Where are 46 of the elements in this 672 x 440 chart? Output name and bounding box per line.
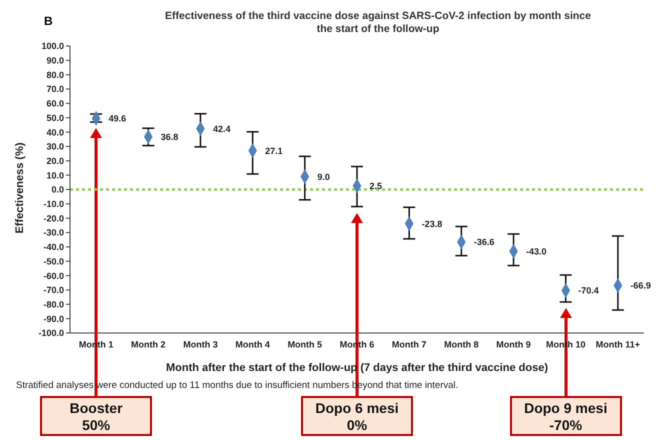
x-tick-label: Month 9 [496, 339, 531, 350]
data-label: 36.8 [160, 132, 178, 142]
y-tick-label: 0.0 [51, 184, 64, 195]
y-tick-label: -40.0 [43, 242, 64, 252]
y-tick-label: 40.0 [46, 127, 64, 138]
y-tick-label: 60.0 [46, 98, 64, 109]
y-tick-label: -20.0 [43, 213, 64, 224]
y-tick-label: 80.0 [46, 70, 64, 80]
text: B [44, 14, 53, 28]
y-tick-label: -90.0 [43, 314, 64, 324]
x-tick-label: Month 7 [392, 339, 426, 350]
data-label: 2.5 [370, 181, 382, 192]
x-tick-label: Month 5 [288, 339, 322, 350]
y-tick-label: 100.0 [41, 41, 64, 52]
data-label: -70.4 [578, 286, 599, 296]
data-label: -43.0 [526, 246, 547, 256]
data-label: -66.9 [630, 280, 651, 291]
y-tick-label: -50.0 [43, 256, 64, 266]
x-tick-label: Month 11+ [596, 339, 640, 350]
x-tick-label: Month 3 [183, 339, 218, 350]
x-tick-label: Month 4 [235, 339, 270, 350]
y-tick-label: -70.0 [43, 285, 64, 296]
y-tick-label: -30.0 [43, 228, 64, 238]
y-tick-label: 70.0 [46, 84, 64, 94]
data-label: 27.1 [265, 146, 283, 156]
y-tick-label: 30.0 [46, 142, 64, 152]
text: Dopo 6 mesi 0% [301, 396, 413, 436]
data-label: -36.6 [474, 237, 494, 248]
y-tick-label: -60.0 [43, 270, 64, 281]
x-tick-label: Month 2 [131, 339, 166, 350]
data-label: 9.0 [317, 172, 330, 182]
text: Dopo 9 mesi -70% [510, 396, 622, 436]
data-label: 49.6 [108, 114, 126, 124]
chart-title: Effectiveness of the third vaccine dose against SARS-CoV-2 infection by month since the start of the follow-up [164, 10, 592, 36]
y-tick-label: 90.0 [46, 56, 64, 66]
data-label: -23.8 [422, 218, 442, 229]
y-tick-label: 10.0 [46, 170, 64, 180]
x-tick-label: Month 8 [444, 339, 479, 350]
text: Booster 50% [40, 396, 152, 436]
data-label: 42.4 [212, 124, 230, 134]
y-axis-title: Effectiveness (%) [14, 140, 26, 236]
y-tick-label: -10.0 [43, 199, 64, 210]
y-tick-label: 50.0 [46, 112, 64, 123]
y-tick-label: 20.0 [46, 156, 64, 166]
y-tick-label: -80.0 [43, 299, 64, 310]
y-tick-label: -100.0 [38, 328, 64, 338]
